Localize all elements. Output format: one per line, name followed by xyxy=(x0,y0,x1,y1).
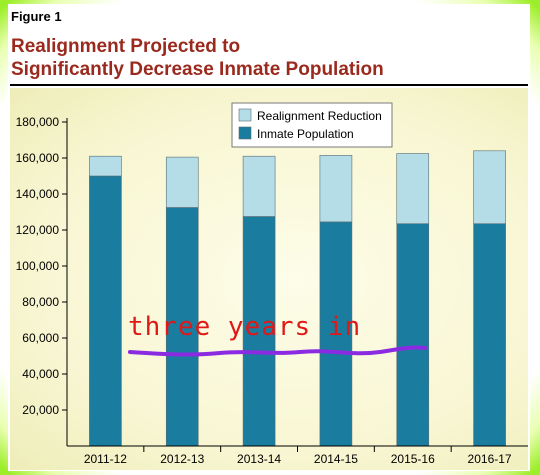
bar-inmate-population-2016-17 xyxy=(473,223,506,447)
legend-label: Realignment Reduction xyxy=(257,109,382,123)
legend-swatch xyxy=(238,126,252,140)
y-tick-label: 120,000 xyxy=(16,223,60,237)
x-tick-label: 2014-15 xyxy=(314,452,358,466)
y-tick-label: 60,000 xyxy=(22,331,59,345)
title-rule xyxy=(10,84,528,86)
bar-realignment-reduction-2013-14 xyxy=(242,155,276,217)
y-tick-label: 180,000 xyxy=(16,115,60,129)
bar-inmate-population-2012-13 xyxy=(165,207,199,447)
legend: Realignment Reduction Inmate Population xyxy=(231,102,393,148)
legend-box xyxy=(231,102,393,148)
x-tick-label: 2016-17 xyxy=(468,452,512,466)
annotation-text: three years in xyxy=(128,312,362,342)
chart-title-line-2: Significantly Decrease Inmate Population xyxy=(11,59,384,80)
annotation-underline xyxy=(128,345,427,357)
x-tick-label: 2013-14 xyxy=(237,452,281,466)
bar-realignment-reduction-2015-16 xyxy=(396,153,430,224)
chart-title-line-1: Realignment Projected to xyxy=(11,36,241,57)
bar-inmate-population-2011-12 xyxy=(89,175,122,447)
y-tick-label: 40,000 xyxy=(22,367,59,381)
legend-label: Inmate Population xyxy=(257,127,354,141)
x-tick-label: 2011-12 xyxy=(84,452,127,466)
bar-inmate-population-2015-16 xyxy=(396,223,430,447)
x-tick-label: 2015-16 xyxy=(391,452,435,466)
axis-layer: 2011-12 2012-13 2013-14 2014-15 2015-16 2016-… xyxy=(16,115,528,466)
x-tick-label: 2012-13 xyxy=(160,452,204,466)
bar-realignment-reduction-2011-12 xyxy=(89,155,122,177)
bar-inmate-population-2014-15 xyxy=(319,221,353,447)
legend-swatch xyxy=(238,108,252,122)
bar-realignment-reduction-2012-13 xyxy=(165,156,199,208)
bar-realignment-reduction-2016-17 xyxy=(473,150,506,225)
y-tick-label: 80,000 xyxy=(22,295,59,309)
y-tick-label: 20,000 xyxy=(22,403,59,417)
y-tick-label: 140,000 xyxy=(16,187,60,201)
y-tick-label: 100,000 xyxy=(16,259,60,273)
bar-realignment-reduction-2014-15 xyxy=(319,155,353,223)
y-tick-label: 160,000 xyxy=(16,151,60,165)
bars-layer xyxy=(89,150,506,447)
figure-label: Figure 1 xyxy=(11,9,62,24)
